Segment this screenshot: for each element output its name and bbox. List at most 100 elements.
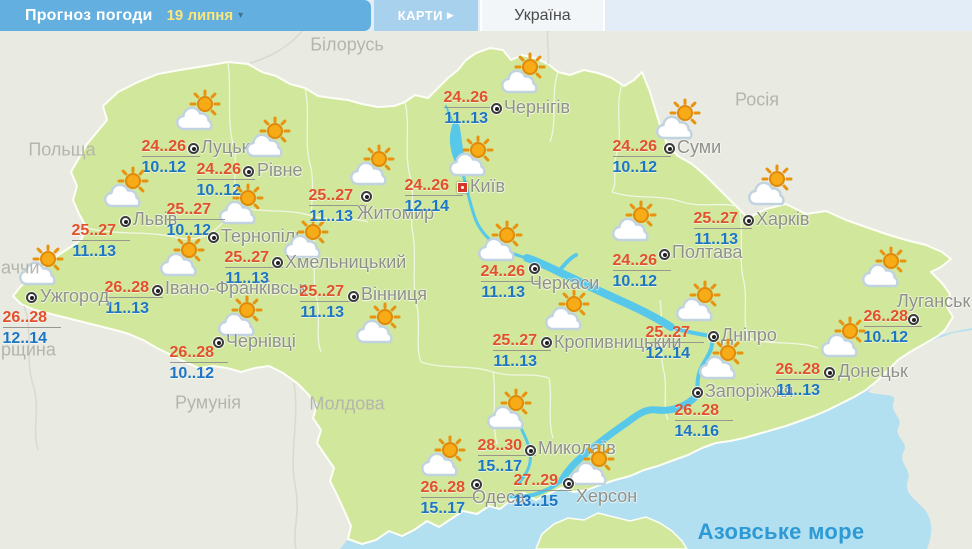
partly-cloudy-icon xyxy=(676,280,721,322)
country-label: рщина xyxy=(1,339,56,360)
city-marker xyxy=(471,479,482,490)
temp-high: 25..27 xyxy=(299,283,358,302)
sea-label: Азовське море xyxy=(697,519,865,544)
temperature-block: 25..27 11..13 xyxy=(299,283,358,321)
partly-cloudy-icon xyxy=(421,435,466,477)
city-label[interactable]: Запоріжжя xyxy=(705,381,794,401)
city-marker xyxy=(208,232,219,243)
temperature-block: 24..26 10..12 xyxy=(612,252,671,290)
date-selector[interactable]: 19 липня ▾ xyxy=(167,7,244,24)
partly-cloudy-icon xyxy=(356,302,401,344)
partly-cloudy-icon xyxy=(656,98,701,140)
city-marker xyxy=(824,367,835,378)
tab-ukraine[interactable]: Україна xyxy=(480,0,605,31)
partly-cloudy-icon xyxy=(350,144,395,186)
tab-maps[interactable]: КАРТИ ▶ xyxy=(374,0,478,31)
temperature-block: 25..27 12..14 xyxy=(645,324,704,362)
city-label[interactable]: Рівне xyxy=(257,160,303,180)
temp-high: 26..28 xyxy=(104,279,163,298)
city-label[interactable]: Херсон xyxy=(576,486,638,506)
temp-low: 15..17 xyxy=(477,458,522,475)
partly-cloudy-icon xyxy=(176,89,221,131)
partly-cloudy-icon xyxy=(545,289,590,331)
city-label[interactable]: Миколаїв xyxy=(538,438,616,458)
temperature-block: 28..30 15..17 xyxy=(477,437,536,475)
city-marker xyxy=(692,387,703,398)
temp-high: 25..27 xyxy=(645,324,704,343)
temperature-block: 26..28 11..13 xyxy=(104,279,163,317)
partly-cloudy-icon xyxy=(821,316,869,360)
city-label[interactable]: Луганськ xyxy=(897,291,971,311)
partly-cloudy-icon xyxy=(350,144,398,188)
temp-low: 10..12 xyxy=(612,159,657,176)
temperature-block: 24..26 12..14 xyxy=(404,177,463,215)
partly-cloudy-icon xyxy=(487,388,535,432)
temperature-block: 26..28 10..12 xyxy=(169,344,228,382)
temperature-block: 25..27 11..13 xyxy=(693,210,752,248)
temp-high: 26..28 xyxy=(863,308,922,327)
temperature-block: 24..26 10..12 xyxy=(141,138,200,176)
city-label[interactable]: Чернігів xyxy=(504,97,571,117)
city-label[interactable]: Чернівці xyxy=(226,331,296,351)
city-label[interactable]: Донецьк xyxy=(838,361,908,381)
city-label[interactable]: Львів xyxy=(133,209,178,229)
temp-low: 15..17 xyxy=(420,500,465,517)
partly-cloudy-icon xyxy=(160,235,208,279)
city-marker xyxy=(529,263,540,274)
temp-high: 24..26 xyxy=(141,138,200,157)
partly-cloudy-icon xyxy=(501,52,546,94)
city-label[interactable]: Луцьк xyxy=(201,137,250,157)
city-label[interactable]: Київ xyxy=(470,176,506,196)
city-label[interactable]: Ужгород xyxy=(40,286,110,306)
temp-low: 10..12 xyxy=(196,182,241,199)
temp-high: 25..27 xyxy=(492,332,551,351)
partly-cloudy-icon xyxy=(676,280,724,324)
tab-ukraine-label: Україна xyxy=(514,6,571,24)
country-borders xyxy=(23,30,550,549)
city-marker xyxy=(213,337,224,348)
city-label[interactable]: Тернопіль xyxy=(221,226,305,246)
partly-cloudy-icon xyxy=(821,316,866,358)
partly-cloudy-icon xyxy=(176,89,224,133)
temperature-block: 27..29 13..15 xyxy=(513,472,572,510)
temperature-block: 25..27 11..13 xyxy=(71,222,130,260)
city-label[interactable]: Хмельницький xyxy=(285,252,407,272)
temp-high: 24..26 xyxy=(612,252,671,271)
temp-low: 12..14 xyxy=(2,330,47,347)
city-label[interactable]: Полтава xyxy=(672,242,743,262)
temp-low: 10..12 xyxy=(169,365,214,382)
temperature-block: 26..28 11..13 xyxy=(775,361,834,399)
city-label[interactable]: Дніпро xyxy=(721,325,777,345)
temp-low: 10..12 xyxy=(863,329,908,346)
city-label[interactable]: Кропивницький xyxy=(554,332,682,352)
city-label[interactable]: Харків xyxy=(756,209,810,229)
app-title-bar: Прогноз погоди 19 липня ▾ xyxy=(0,0,371,31)
city-label[interactable]: Суми xyxy=(677,137,722,157)
partly-cloudy-icon xyxy=(449,135,494,177)
temp-high: 25..27 xyxy=(308,187,367,206)
chevron-down-icon: ▾ xyxy=(238,9,244,21)
date-selector-label: 19 липня xyxy=(166,7,234,24)
temp-high: 24..26 xyxy=(443,89,502,108)
temp-high: 28..30 xyxy=(477,437,536,456)
city-marker xyxy=(26,292,37,303)
top-bar: Прогноз погоди 19 липня ▾ КАРТИ ▶ Україн… xyxy=(0,0,972,31)
city-label[interactable]: Івано-Франківськ xyxy=(165,278,307,298)
temperature-block: 26..28 10..12 xyxy=(863,308,922,346)
temp-high: 24..26 xyxy=(480,263,539,282)
city-marker xyxy=(743,215,754,226)
city-label[interactable]: Житомир xyxy=(357,203,435,223)
city-label[interactable]: Черкаси xyxy=(530,273,600,293)
temp-low: 11..13 xyxy=(309,208,353,225)
temp-high: 26..28 xyxy=(169,344,228,363)
country-label: Росія xyxy=(735,89,779,110)
temperature-block: 26..28 15..17 xyxy=(420,479,479,517)
city-label[interactable]: Вінниця xyxy=(361,284,427,304)
city-label[interactable]: Одеса xyxy=(472,487,526,507)
temperature-block: 25..27 11..13 xyxy=(308,187,367,225)
temp-low: 11..13 xyxy=(444,110,488,127)
city-marker xyxy=(361,191,372,202)
temp-high: 26..28 xyxy=(2,309,61,328)
city-marker xyxy=(563,478,574,489)
